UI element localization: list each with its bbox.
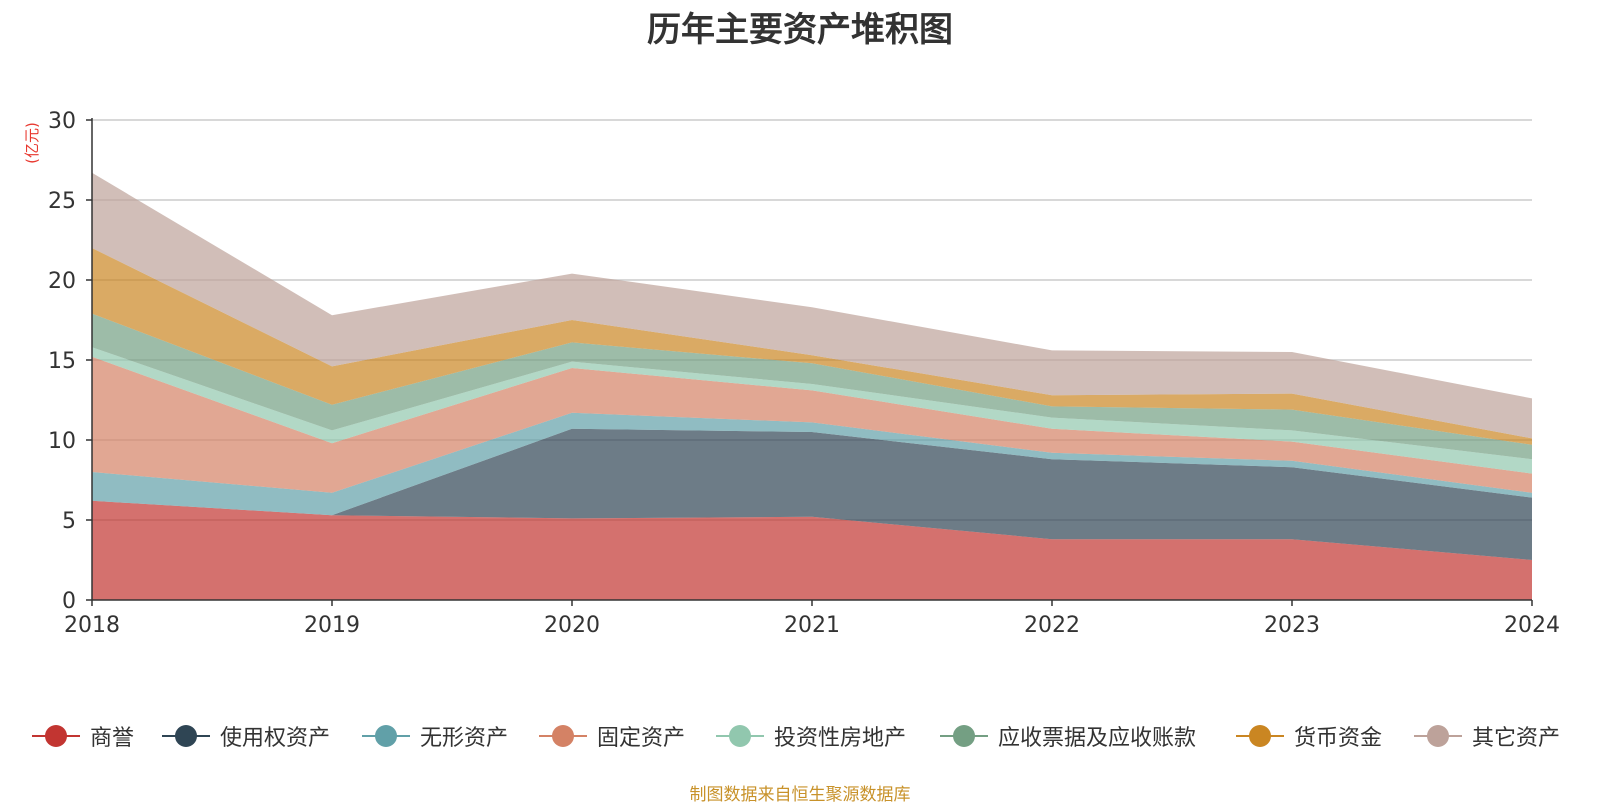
y-tick-label: 20	[48, 269, 76, 294]
x-tick-label: 2023	[1264, 613, 1320, 638]
legend-marker-icon	[539, 725, 587, 747]
area-series-1	[92, 500, 1532, 600]
y-tick-label: 5	[62, 509, 76, 534]
y-tick-label: 25	[48, 189, 76, 214]
legend-item-4[interactable]: 固定资产	[537, 718, 685, 754]
area-series-2	[92, 428, 1532, 560]
axes: 0 5 10 15 20 25 30 2018 2019 2020 2021 2022 2023 2024	[48, 109, 1560, 638]
legend-label: 商誉	[90, 726, 135, 751]
x-tick-label: 2021	[784, 613, 840, 638]
legend-marker-icon	[1236, 725, 1284, 747]
legend-label: 应收票据及应收账款	[998, 726, 1197, 751]
legend-label: 使用权资产	[220, 726, 331, 751]
area-series-8	[92, 172, 1532, 439]
legend-item-5[interactable]: 投资性房地产	[714, 718, 906, 754]
legend-label: 固定资产	[597, 726, 686, 751]
area-series-3	[92, 412, 1532, 516]
y-tick-label: 10	[48, 429, 76, 454]
x-tick-label: 2024	[1504, 613, 1560, 638]
area-series-6	[92, 313, 1532, 460]
legend-item-3[interactable]: 无形资产	[360, 718, 508, 754]
legend-item-1[interactable]: 商誉	[30, 718, 134, 754]
x-tick-label: 2018	[64, 613, 120, 638]
legend-marker-icon	[362, 725, 410, 747]
data-source-note: 制图数据来自恒生聚源数据库	[689, 785, 911, 805]
y-axis-unit-label: (亿元)	[23, 122, 41, 164]
y-tick-label: 15	[48, 349, 76, 374]
y-tick-label: 0	[62, 589, 76, 614]
chart-legend: 商誉 使用权资产 无形资产 固定资产 投资性房地产 应收票据及应收账款 货币资金 其它资产	[0, 718, 1600, 754]
legend-marker-icon	[162, 725, 210, 747]
y-tick-label: 30	[48, 109, 76, 134]
x-tick-label: 2022	[1024, 613, 1080, 638]
legend-label: 无形资产	[420, 726, 509, 751]
legend-item-6[interactable]: 应收票据及应收账款	[938, 718, 1196, 754]
area-series-layer	[92, 172, 1532, 600]
x-tick-label: 2019	[304, 613, 360, 638]
legend-marker-icon	[1414, 725, 1462, 747]
legend-item-2[interactable]: 使用权资产	[160, 718, 330, 754]
area-series-7	[92, 248, 1532, 445]
legend-label: 货币资金	[1294, 726, 1383, 751]
legend-label: 其它资产	[1472, 726, 1561, 751]
legend-item-8[interactable]: 其它资产	[1412, 718, 1560, 754]
legend-marker-icon	[716, 725, 764, 747]
legend-marker-icon	[940, 725, 988, 747]
x-tick-label: 2020	[544, 613, 600, 638]
legend-marker-icon	[32, 725, 80, 747]
legend-item-7[interactable]: 货币资金	[1234, 718, 1382, 754]
legend-label: 投资性房地产	[774, 726, 907, 751]
chart-title: 历年主要资产堆积图	[647, 10, 953, 50]
area-series-4	[92, 356, 1532, 493]
